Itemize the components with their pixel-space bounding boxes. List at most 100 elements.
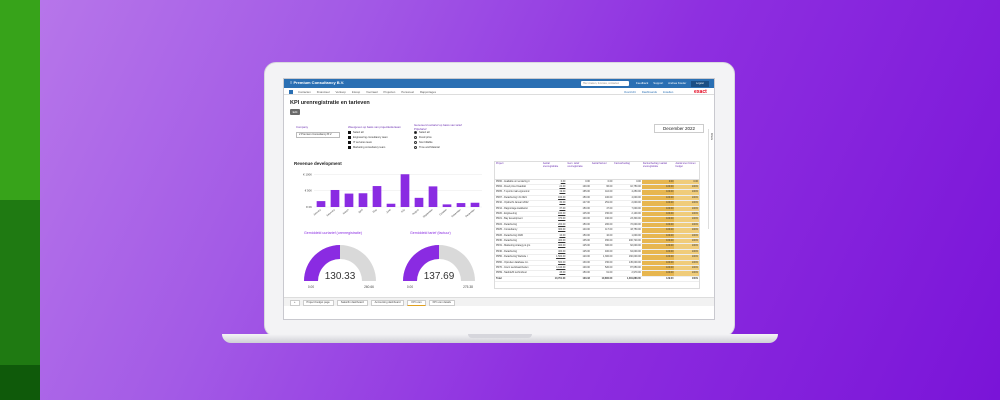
page-title: KPI urenregistratie en tarieven xyxy=(290,100,370,106)
column-header[interactable]: Aantal factuur xyxy=(590,162,614,180)
table-row[interactable]: PR22 - Detachering 200.00 150.00 200.00 72,0… xyxy=(495,222,699,229)
column-header[interactable]: Gem. tarief urenregistratie xyxy=(566,162,591,180)
team-option-engineering[interactable]: Engineering consultancy team xyxy=(348,136,388,139)
revenue-bar[interactable] xyxy=(456,203,466,207)
table-cell: 100% xyxy=(674,243,699,250)
table-cell: PR40 - Detachering xyxy=(495,249,542,256)
report-tab[interactable]: Accounting dashboard xyxy=(370,300,405,306)
revenue-bar[interactable] xyxy=(330,189,340,207)
table-cell: 150.00 xyxy=(566,195,591,202)
app-title[interactable]: ≡ Premium Consultancy B.V. xyxy=(290,80,345,85)
filters-side-panel[interactable]: Filters xyxy=(708,129,714,229)
table-cell: 47.00 xyxy=(590,206,614,212)
menu-item-projecten[interactable]: Projecten xyxy=(383,89,396,94)
table-cell: 130.00 xyxy=(566,260,591,267)
menu-item-inkoop[interactable]: Inkoop xyxy=(351,89,361,94)
company-select[interactable]: 2 Premium Consultancy B.V. xyxy=(296,132,340,138)
revenue-bar[interactable] xyxy=(386,203,396,207)
rate-option-time-material[interactable]: Time and Material xyxy=(414,146,440,149)
table-cell: PR60 - Opzetten database m.i. xyxy=(495,260,542,267)
edit-button[interactable]: Edit xyxy=(290,109,300,115)
table-total-row: Total 10,701.00 130.33 10,800.00 1,481,880.0… xyxy=(495,275,699,283)
table-row[interactable]: PR05 - T-sports mail ergonomic 19.00 165.0… xyxy=(495,189,699,196)
menu-dashboards[interactable]: Dashboards xyxy=(641,89,657,94)
table-row[interactable]: PR40 - Detachering 400.00 125.00 400.00 64,0… xyxy=(495,249,699,256)
table-cell: 0.00 xyxy=(613,179,642,185)
menu-overzicht[interactable]: Overzicht xyxy=(624,89,636,94)
rate-option-select-all[interactable]: Select all xyxy=(414,131,430,134)
menu-instellen[interactable]: Instellen xyxy=(662,89,674,94)
top-bar: ≡ Premium Consultancy B.V. Hier zoeken, … xyxy=(284,79,714,88)
column-header[interactable]: Factuurbedrag / aantal urenregistratie xyxy=(641,162,675,180)
menu-item-personeel[interactable]: Personeel xyxy=(401,89,414,94)
revenue-bar[interactable] xyxy=(344,193,354,207)
table-cell: 24.00 xyxy=(541,184,567,191)
add-tab-button[interactable]: + xyxy=(290,300,300,306)
table-cell: PR70 - Intern werkzaamheden xyxy=(495,265,542,272)
menu-item-rapportages[interactable]: Rapportages xyxy=(419,89,436,94)
table-cell: 100.00 xyxy=(641,260,675,267)
month-display[interactable]: December 2022 xyxy=(654,124,704,133)
table-row[interactable]: PR21 - Bay development 370.00 100.00 190.00… xyxy=(495,216,699,223)
menu-item-financieel[interactable]: Financieel xyxy=(316,89,330,94)
menu-item-contacten[interactable]: Contacten xyxy=(298,89,311,94)
table-row[interactable]: PR10 - Opdracht Januari 2022 30.00 147.00 2… xyxy=(495,200,699,207)
table-cell: 100.00 xyxy=(641,243,675,250)
team-option-it[interactable]: IT services team xyxy=(348,141,372,144)
table-row[interactable]: PR31 - Marketing strategy & gro 400.00 125… xyxy=(495,243,699,250)
table-cell: 100.00 xyxy=(641,222,675,229)
rate-option-fixed[interactable]: Fixed price xyxy=(414,136,432,139)
report-tab[interactable]: Sales/fin dashboard xyxy=(336,300,368,306)
search-input[interactable]: Hier zoeken, funcsies, contacten xyxy=(581,81,629,86)
x-tick-label: March xyxy=(342,208,350,215)
table-row[interactable]: PR20 - Engineering 160.00 145.00 150.00 2,10… xyxy=(495,211,699,218)
revenue-bar[interactable] xyxy=(414,197,424,207)
team-option-select-all[interactable]: Select all xyxy=(348,131,364,134)
gauge-title-invoice: Gemiddeld tarief (factuur) xyxy=(410,231,451,235)
revenue-bar[interactable] xyxy=(442,204,452,207)
table-cell: 450.00 xyxy=(590,238,614,245)
table-cell: 100% xyxy=(674,260,699,267)
table-row[interactable]: PR60 - Opzetten database m.i. 500.00 130.0… xyxy=(495,260,699,267)
x-tick-label: June xyxy=(386,208,393,214)
column-header[interactable]: Aantal uren binnen budget xyxy=(674,162,699,180)
column-header[interactable]: Project xyxy=(495,162,542,180)
rate-option-non-billable[interactable]: Non billable xyxy=(414,141,433,144)
column-header[interactable]: Aantal urenregistratie xyxy=(541,162,567,180)
revenue-chart-title: Revenue development xyxy=(294,161,342,166)
menu-item-voorraad[interactable]: Voorraad xyxy=(366,89,378,94)
revenue-bar[interactable] xyxy=(470,202,480,207)
revenue-bar[interactable] xyxy=(358,193,368,207)
table-row[interactable]: PR26 - Detachering 2020 10.00 150.00 10.00 1… xyxy=(495,233,699,240)
revenue-bar[interactable] xyxy=(316,201,326,207)
table-cell: 520.00 xyxy=(590,265,614,272)
revenue-bar[interactable] xyxy=(400,174,410,207)
table-row[interactable]: PR25 - Consultancy 300.00 140.00 117.00 43,7… xyxy=(495,227,699,234)
report-tab[interactable]: KPI uren xyxy=(407,300,426,306)
table-row[interactable]: PR70 - Intern werkzaamheden 1,110.00 100.0… xyxy=(495,265,699,272)
home-icon[interactable] xyxy=(289,89,293,94)
logout-button[interactable]: Logout xyxy=(691,80,709,87)
table-row[interactable]: PR30 - Detachering 400.00 135.00 450.00 200,… xyxy=(495,238,699,245)
revenue-bar[interactable] xyxy=(428,186,438,207)
table-cell: 100.00 xyxy=(641,216,675,223)
support-link[interactable]: Support xyxy=(653,80,664,85)
user-menu[interactable]: Andrea Kreder xyxy=(668,80,687,85)
table-row[interactable]: PR50 - Detachering Website i 1,500.00 120.… xyxy=(495,254,699,261)
table-cell: 100% xyxy=(674,275,699,283)
table-row[interactable]: PR00 - Available on tendering ti 0.00 0.00… xyxy=(495,179,699,185)
table-cell: 370.00 xyxy=(541,216,567,223)
column-header[interactable]: Factuurbedrag xyxy=(613,162,642,180)
team-option-marketing[interactable]: Marketing consultancy team xyxy=(348,146,385,149)
report-tab[interactable]: Project budget page xyxy=(302,300,334,306)
table-row[interactable]: PR12 - Rapportage kwaliteitst 37.00 150.00… xyxy=(495,206,699,212)
table-cell: 100.00 xyxy=(641,227,675,234)
table-cell: 200.00 xyxy=(590,222,614,229)
feedback-link[interactable]: Feedback xyxy=(636,80,649,85)
revenue-bar[interactable] xyxy=(372,186,382,207)
table-row[interactable]: PR07 - Detachering IJ1 2021 160.00 150.00 1… xyxy=(495,195,699,202)
table-row[interactable]: PR02 - Fixed price Kwadratt 24.00 100.00 66… xyxy=(495,184,699,191)
table-cell: 100.00 xyxy=(641,211,675,218)
menu-item-verkoop[interactable]: Verkoop xyxy=(335,89,346,94)
report-tab[interactable]: KPI uren details xyxy=(428,300,455,306)
